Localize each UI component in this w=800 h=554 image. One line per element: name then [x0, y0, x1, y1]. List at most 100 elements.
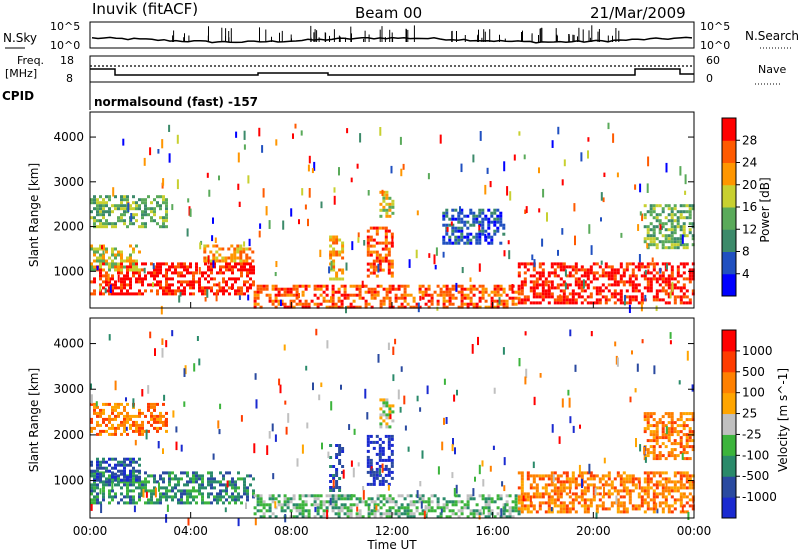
echo-cell [222, 477, 225, 481]
echo-cell [369, 265, 373, 269]
echo-cell [334, 512, 338, 516]
echo-cell [496, 512, 500, 516]
echo-cell [381, 482, 385, 486]
echo-cell [598, 480, 602, 484]
echo-cell [460, 509, 464, 513]
echo-cell [330, 296, 332, 303]
echo-cell [670, 504, 674, 508]
echo-cell [381, 268, 385, 272]
echo-cell [624, 294, 627, 301]
echo-cell [117, 469, 120, 473]
echo-cell [301, 290, 305, 294]
echo-cell [691, 480, 695, 484]
echo-cell [249, 286, 252, 290]
echo-cell [341, 241, 345, 245]
echo-cell [520, 489, 524, 493]
echo-cell [604, 274, 608, 278]
echo-cell [481, 211, 485, 215]
echo-cell [676, 271, 680, 275]
echo-cell [295, 293, 299, 297]
echo-cell [643, 237, 647, 241]
echo-cell [652, 277, 656, 281]
echo-cell [102, 408, 105, 412]
echo-cell [520, 292, 524, 296]
echo-cell [649, 289, 653, 293]
echo-cell [670, 219, 674, 223]
echo-cell [673, 231, 677, 235]
echo-cell [367, 512, 371, 516]
echo-cell [108, 478, 111, 482]
echo-cell [565, 298, 569, 302]
echo-cell [123, 195, 126, 199]
echo-cell [352, 284, 356, 288]
echo-cell [366, 250, 370, 254]
colorbar-swatch [722, 184, 736, 208]
echo-cell [346, 497, 350, 501]
echo-cell [652, 295, 656, 299]
echo-cell [335, 274, 339, 278]
echo-cell [652, 504, 656, 508]
echo-cell [622, 274, 626, 278]
echo-cell [445, 417, 448, 424]
echo-cell [126, 256, 129, 260]
echo-cell [574, 292, 578, 296]
echo-cell [437, 466, 440, 475]
echo-cell [102, 222, 105, 226]
echo-cell [415, 249, 418, 259]
echo-cell [108, 262, 111, 266]
echo-cell [129, 283, 132, 287]
echo-cell [583, 271, 587, 275]
echo-cell [583, 510, 587, 514]
echo-cell [688, 216, 692, 220]
echo-cell [586, 295, 590, 299]
echo-cell [673, 243, 677, 247]
echo-cell [625, 474, 629, 478]
echo-cell [335, 444, 339, 447]
echo-cell [451, 503, 455, 507]
echo-cell [349, 506, 353, 510]
echo-cell [688, 436, 692, 440]
echo-cell [588, 224, 591, 234]
echo-cell [670, 216, 674, 220]
echo-cell [231, 486, 234, 490]
echo-cell [111, 411, 114, 415]
echo-cell [682, 448, 686, 452]
echo-cell [490, 512, 494, 516]
echo-cell [216, 492, 219, 496]
echo-cell [195, 474, 198, 478]
echo-cell [298, 509, 302, 513]
echo-cell [111, 225, 114, 229]
echo-cell [138, 495, 141, 499]
echo-cell [367, 290, 371, 294]
echo-cell [201, 474, 204, 478]
echo-cell [688, 474, 692, 478]
echo-cell [123, 472, 126, 476]
colorbar-tick-label: 12 [742, 222, 757, 236]
echo-cell [102, 225, 105, 229]
echo-cell [382, 205, 386, 209]
echo-cell [239, 244, 243, 248]
echo-cell [153, 207, 156, 211]
echo-cell [215, 256, 219, 260]
echo-cell [341, 256, 345, 260]
echo-cell [496, 494, 500, 498]
echo-cell [105, 460, 108, 464]
echo-cell [268, 431, 271, 439]
echo-cell [120, 469, 123, 473]
echo-cell [595, 292, 599, 296]
echo-cell [508, 296, 512, 300]
echo-cell [355, 284, 359, 288]
echo-cell [529, 289, 533, 293]
echo-cell [592, 477, 596, 481]
echo-cell [355, 515, 359, 519]
echo-cell [390, 476, 394, 480]
echo-cell [559, 262, 563, 266]
echo-cell [691, 277, 695, 281]
echo-cell [376, 293, 380, 297]
echo-cell [571, 274, 575, 278]
echo-cell [109, 284, 112, 293]
echo-cell [99, 411, 102, 415]
echo-cell [658, 204, 662, 208]
echo-cell [646, 507, 650, 511]
echo-cell [292, 305, 296, 309]
